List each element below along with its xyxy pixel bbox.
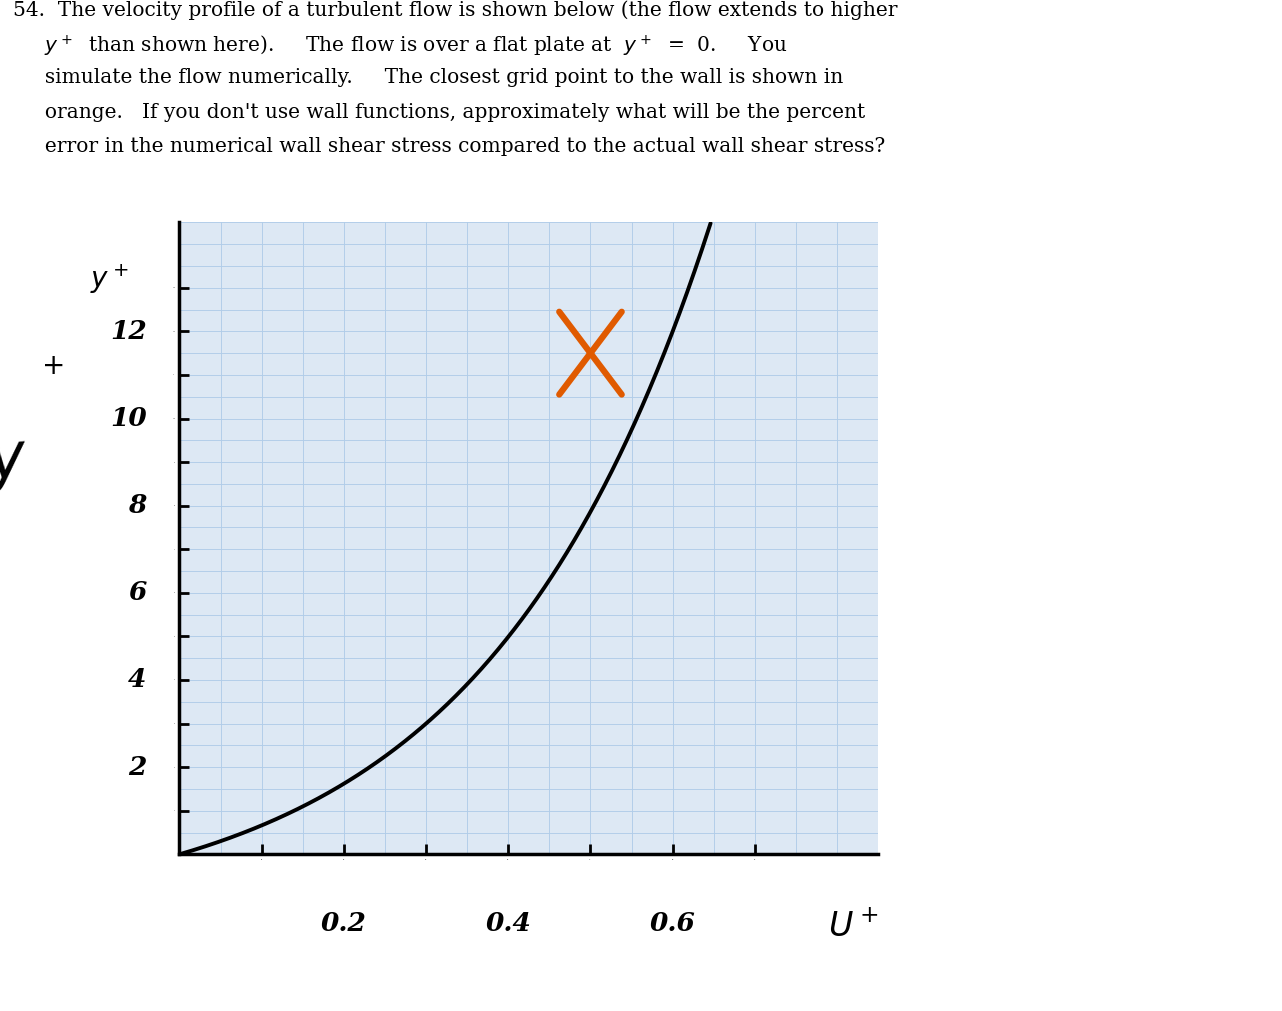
Text: orange.   If you don't use wall functions, approximately what will be the percen: orange. If you don't use wall functions,… [13,102,865,121]
Text: $\mathit{U}^+$: $\mathit{U}^+$ [828,911,878,944]
Text: 4: 4 [128,667,146,693]
Text: 12: 12 [110,318,146,344]
Text: 0.4: 0.4 [486,911,531,936]
Text: $\mathit{y}$: $\mathit{y}$ [0,430,31,494]
Text: 6: 6 [128,580,146,606]
Text: 10: 10 [110,406,146,431]
Text: 0.6: 0.6 [650,911,696,936]
Text: $\mathit{y}^+$: $\mathit{y}^+$ [90,262,129,296]
Text: 54.  The velocity profile of a turbulent flow is shown below (the flow extends t: 54. The velocity profile of a turbulent … [13,0,897,19]
Text: error in the numerical wall shear stress compared to the actual wall shear stres: error in the numerical wall shear stress… [13,136,885,156]
Text: 2: 2 [128,754,146,779]
Text: 8: 8 [128,493,146,519]
Text: $y^+$  than shown here).     The flow is over a flat plate at  $y^+$  =  0.     : $y^+$ than shown here). The flow is over… [13,34,787,60]
Text: simulate the flow numerically.     The closest grid point to the wall is shown i: simulate the flow numerically. The close… [13,69,844,87]
Text: $+$: $+$ [41,353,63,380]
Text: 0.2: 0.2 [320,911,367,936]
